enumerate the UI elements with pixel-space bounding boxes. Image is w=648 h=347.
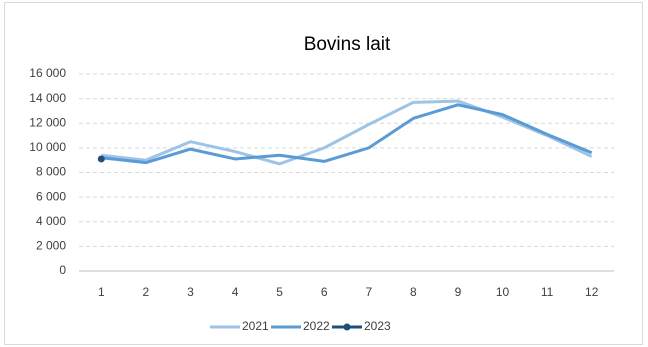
chart-frame [4, 2, 643, 345]
y-tick-label: 0 [59, 263, 66, 277]
x-tick-label: 9 [455, 285, 462, 299]
y-tick-label: 8 000 [36, 165, 66, 179]
legend-label: 2022 [303, 319, 330, 333]
y-tick-label: 2 000 [36, 239, 66, 253]
legend-marker [343, 323, 351, 331]
x-tick-label: 2 [143, 285, 150, 299]
x-tick-label: 12 [585, 285, 599, 299]
y-tick-label: 4 000 [36, 214, 66, 228]
x-tick-label: 5 [276, 285, 283, 299]
x-tick-label: 10 [496, 285, 510, 299]
y-tick-label: 16 000 [29, 66, 66, 80]
series-line [101, 99, 593, 166]
y-tick-label: 6 000 [36, 189, 66, 203]
x-tick-label: 8 [410, 285, 417, 299]
x-tick-label: 11 [541, 285, 554, 299]
y-tick-label: 14 000 [29, 91, 66, 105]
legend-label: 2021 [242, 319, 269, 333]
legend-label: 2023 [364, 319, 391, 333]
data-point [97, 155, 105, 163]
chart-title: Bovins lait [304, 34, 391, 55]
x-tick-label: 4 [232, 285, 239, 299]
y-tick-label: 12 000 [29, 115, 66, 129]
x-tick-label: 3 [187, 285, 194, 299]
x-tick-label: 1 [98, 285, 105, 299]
x-tick-label: 7 [365, 285, 372, 299]
y-tick-label: 10 000 [29, 140, 66, 154]
series-line [101, 103, 593, 165]
x-tick-label: 6 [321, 285, 328, 299]
